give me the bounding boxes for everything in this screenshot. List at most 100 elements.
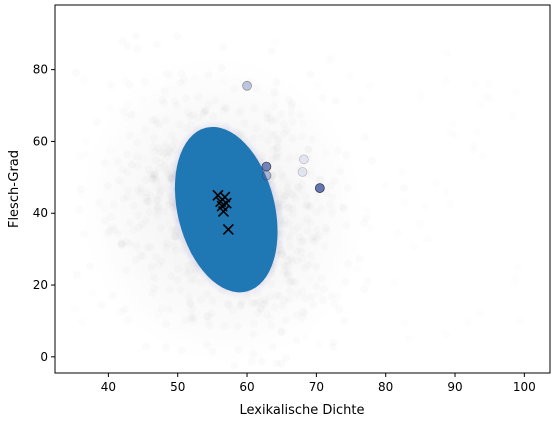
cross-stroke <box>212 189 224 201</box>
x-tick-label: 70 <box>309 380 324 394</box>
noise-point <box>89 289 97 297</box>
noise-point <box>400 319 408 327</box>
noise-point <box>313 82 321 90</box>
noise-point <box>431 179 439 187</box>
data-marks <box>212 80 325 235</box>
noise-point <box>476 309 484 317</box>
noise-point <box>23 171 31 179</box>
noise-point <box>268 47 276 55</box>
noise-point <box>282 354 290 362</box>
y-tick-label: 80 <box>33 63 48 77</box>
noise-point <box>346 73 354 81</box>
noise-point <box>80 76 88 84</box>
noise-point <box>416 220 424 228</box>
noise-point <box>417 92 425 100</box>
noise-point <box>472 128 480 136</box>
noise-point <box>97 301 105 309</box>
noise-point <box>93 118 101 126</box>
noise-point <box>442 330 450 338</box>
noise-point <box>366 223 374 231</box>
x-tick-label: 50 <box>170 380 185 394</box>
noise-point <box>512 88 520 96</box>
noise-point <box>361 133 369 141</box>
noise-point <box>441 188 449 196</box>
noise-point <box>401 198 409 206</box>
noise-point <box>319 94 327 102</box>
y-axis-label: Flesch-Grad <box>7 150 22 228</box>
cross-stroke <box>217 205 230 218</box>
noise-point <box>464 318 472 326</box>
y-tick-label: 60 <box>33 134 48 148</box>
noise-point <box>390 278 398 286</box>
noise-point <box>405 335 413 343</box>
circle-point <box>261 161 272 172</box>
noise-point <box>399 168 407 176</box>
x-tick-label: 90 <box>447 380 462 394</box>
y-tick-label: 20 <box>33 278 48 292</box>
noise-point <box>78 318 86 326</box>
noise-point <box>332 97 340 105</box>
noise-point <box>121 77 129 85</box>
noise-point <box>410 243 418 251</box>
noise-point <box>173 32 181 40</box>
noise-point <box>76 153 84 161</box>
noise-point <box>39 233 47 241</box>
noise-point <box>132 32 140 40</box>
noise-point <box>329 338 337 346</box>
noise-point <box>511 277 519 285</box>
noise-point <box>219 43 227 51</box>
x-axis-label: Lexikalische Dichte <box>240 403 365 418</box>
cross-stroke <box>216 200 228 212</box>
noise-point <box>340 317 348 325</box>
cross-point <box>222 223 234 235</box>
noise-point <box>360 285 368 293</box>
noise-point <box>328 55 336 63</box>
plot-frame <box>54 4 551 374</box>
noise-point <box>443 49 451 57</box>
circle-point <box>299 154 309 165</box>
x-tick-label: 100 <box>513 380 536 394</box>
noise-point <box>470 141 478 149</box>
noise-point <box>71 305 79 313</box>
noise-point <box>424 236 432 244</box>
y-axis: 0 20 40 60 80 <box>33 63 55 364</box>
noise-point <box>365 82 373 90</box>
x-tick-label: 60 <box>239 380 254 394</box>
noise-point <box>451 132 459 140</box>
cross-stroke <box>215 196 227 208</box>
noise-point <box>442 77 450 85</box>
noise-point <box>124 42 132 50</box>
circle-point <box>314 183 325 193</box>
noise-point <box>486 94 494 102</box>
noise-point <box>73 271 81 279</box>
noise-point <box>477 101 485 109</box>
noise-point <box>394 229 402 237</box>
noise-point <box>142 343 150 351</box>
noise-point <box>72 69 80 77</box>
noise-point <box>400 184 408 192</box>
noise-point <box>471 80 479 88</box>
y-tick-label: 40 <box>33 206 48 220</box>
noise-point <box>509 112 517 120</box>
noise-point <box>133 45 141 53</box>
noise-point <box>82 138 90 146</box>
noise-point <box>516 317 524 325</box>
noise-point <box>479 153 487 161</box>
noise-point <box>449 119 457 127</box>
cross-point <box>217 205 230 218</box>
cross-stroke <box>222 223 234 235</box>
x-axis: 40 50 60 70 80 90 100 <box>101 373 536 394</box>
noise-point <box>515 263 523 271</box>
circle-point <box>261 170 272 181</box>
plot-area <box>23 32 524 365</box>
y-tick-label: 0 <box>40 350 48 364</box>
noise-point <box>368 157 376 165</box>
noise-point <box>421 202 429 210</box>
noise-point <box>381 182 389 190</box>
noise-point <box>315 340 323 348</box>
noise-point <box>364 277 372 285</box>
x-tick-label: 80 <box>378 380 393 394</box>
noise-point <box>306 70 314 78</box>
